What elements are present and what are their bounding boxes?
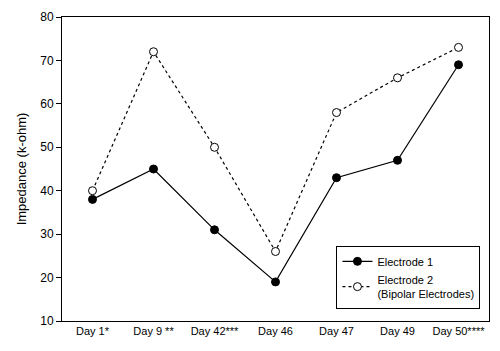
svg-text:Day 1*: Day 1* — [76, 325, 110, 337]
svg-text:Day 50****: Day 50**** — [433, 325, 486, 337]
svg-text:Day 49: Day 49 — [380, 325, 415, 337]
svg-text:60: 60 — [40, 97, 54, 111]
svg-text:30: 30 — [40, 227, 54, 241]
svg-text:Electrode 1: Electrode 1 — [377, 256, 433, 268]
svg-text:70: 70 — [40, 54, 54, 68]
svg-text:Day 46: Day 46 — [258, 325, 293, 337]
svg-text:50: 50 — [40, 140, 54, 154]
svg-text:20: 20 — [40, 271, 54, 285]
svg-text:40: 40 — [40, 184, 54, 198]
svg-text:Electrode 2(Bipolar Electrodes: Electrode 2(Bipolar Electrodes) — [377, 274, 474, 300]
svg-text:Day 47: Day 47 — [319, 325, 354, 337]
svg-text:Day 42***: Day 42*** — [191, 325, 239, 337]
svg-text:80: 80 — [40, 10, 54, 24]
svg-text:10: 10 — [40, 314, 54, 328]
svg-text:Day 9 **: Day 9 ** — [133, 325, 174, 337]
svg-text:Impedance (k-ohm): Impedance (k-ohm) — [14, 113, 29, 226]
